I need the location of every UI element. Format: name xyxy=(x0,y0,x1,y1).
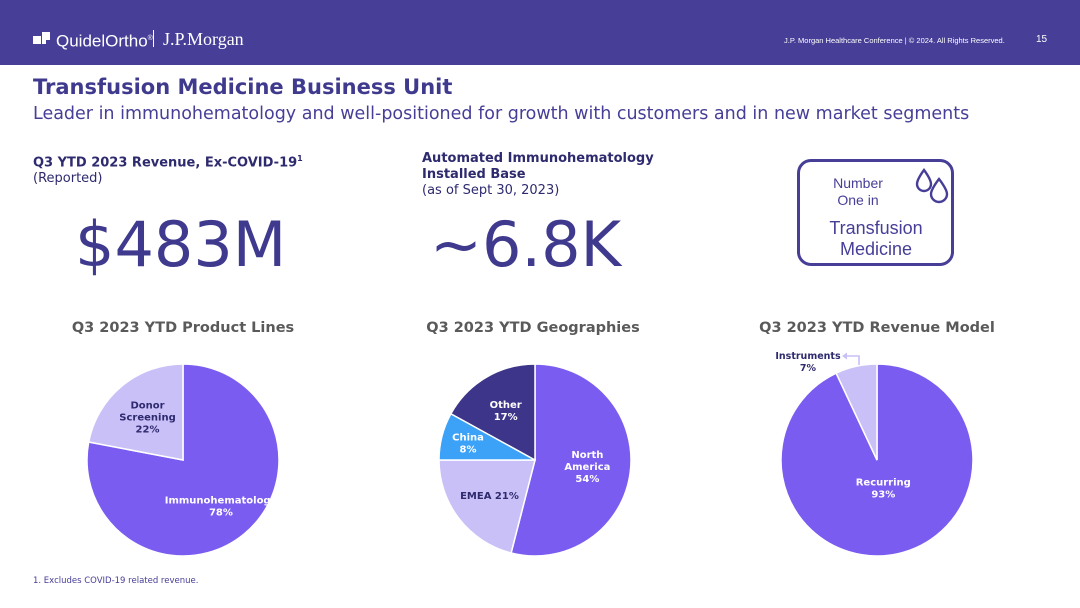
pie-slice-instruments xyxy=(835,363,878,461)
pie-label-recurring: Recurring xyxy=(856,478,911,489)
pie-label-china: 8% xyxy=(460,444,477,455)
pie-label-north-america: North xyxy=(571,450,603,461)
instruments-callout: Instruments 7% xyxy=(768,351,848,375)
pie-slice-other xyxy=(449,363,536,462)
pie-slice-donor-screening xyxy=(87,363,184,461)
pie-label-immunohematology: 78% xyxy=(209,507,233,518)
instruments-value: 7% xyxy=(799,363,817,374)
pie-label-north-america: 54% xyxy=(575,474,599,485)
callout-arrow-icon xyxy=(842,352,860,365)
badge-line-1: Number xyxy=(833,175,883,191)
chart-title-geographies: Q3 2023 YTD Geographies xyxy=(426,320,640,336)
droplets-icon xyxy=(915,168,949,204)
pie-label-donor-screening: Screening xyxy=(119,413,175,424)
revenue-value: $483M xyxy=(75,208,287,281)
pie-label-other: Other xyxy=(490,400,522,411)
chart-title-revenue-model: Q3 2023 YTD Revenue Model xyxy=(759,320,995,336)
brand-primary: QuidelOrtho® xyxy=(56,31,153,51)
number-one-badge: Number One in Transfusion Medicine xyxy=(797,159,954,266)
header-bar: QuidelOrtho® J.P.Morgan J.P. Morgan Heal… xyxy=(0,0,1080,65)
pie-label-donor-screening: 22% xyxy=(136,425,160,436)
installed-base-label: Automated Immunohematology Installed Bas… xyxy=(422,151,654,198)
slide-title: Transfusion Medicine Business Unit xyxy=(33,75,453,99)
quidelortho-logo-icon xyxy=(33,32,50,46)
pie-label-immunohematology: Immunohematology xyxy=(165,495,278,506)
pie-slice-emea xyxy=(438,459,536,554)
pie-label-north-america: America xyxy=(564,462,610,473)
pie-label-recurring: 93% xyxy=(871,490,895,501)
slide-subtitle: Leader in immunohematology and well-posi… xyxy=(33,104,970,124)
pie-label-other: 17% xyxy=(494,412,518,423)
revenue-label: Q3 YTD 2023 Revenue, Ex-COVID-191 (Repor… xyxy=(33,154,303,187)
pie-slice-immunohematology xyxy=(86,363,280,557)
badge-line-4: Medicine xyxy=(839,239,913,259)
brand-divider xyxy=(153,30,154,47)
brand-secondary: J.P.Morgan xyxy=(163,29,244,49)
badge-line-2: One in xyxy=(837,192,879,208)
chart-title-product-lines: Q3 2023 YTD Product Lines xyxy=(71,320,295,336)
footnote: 1. Excludes COVID-19 related revenue. xyxy=(33,576,199,586)
pie-slice-north-america xyxy=(510,363,632,557)
pie-label-china: China xyxy=(452,432,484,443)
instruments-label: Instruments xyxy=(775,351,841,362)
installed-base-value: ~6.8K xyxy=(430,208,622,281)
badge-line-3: Transfusion xyxy=(829,218,923,238)
pie-label-emea: EMEA 21% xyxy=(460,491,519,502)
conference-text: J.P. Morgan Healthcare Conference | © 20… xyxy=(784,36,1005,45)
page-number: 15 xyxy=(1036,34,1048,45)
pie-label-donor-screening: Donor xyxy=(130,401,164,412)
